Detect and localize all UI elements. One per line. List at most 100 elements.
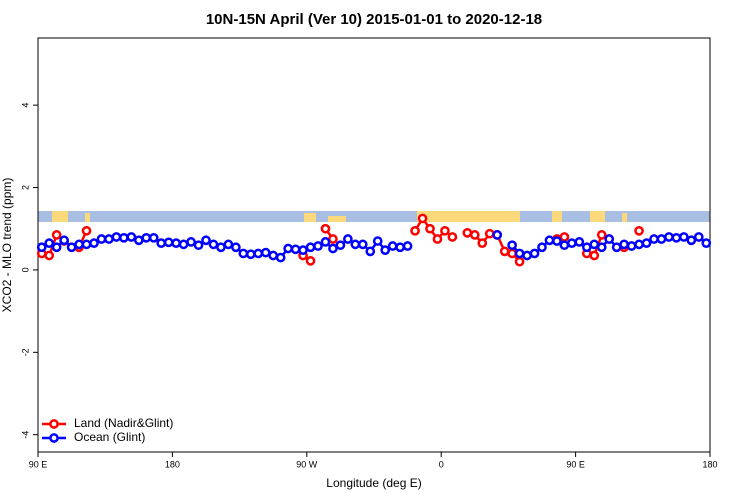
data-point <box>208 239 219 250</box>
x-tick-label: 180 <box>165 459 180 469</box>
data-point <box>81 239 92 250</box>
data-point <box>693 232 704 242</box>
data-point <box>350 239 361 250</box>
data-point <box>567 238 577 248</box>
data-point <box>417 213 428 224</box>
data-point <box>574 237 585 247</box>
data-point <box>96 234 107 244</box>
data-point <box>469 230 480 240</box>
data-point <box>604 234 615 244</box>
data-point <box>66 242 77 253</box>
data-point <box>298 245 308 255</box>
data-point <box>328 243 338 254</box>
data-point <box>679 232 689 242</box>
data-point <box>51 242 62 253</box>
data-point <box>552 236 562 246</box>
y-tick-label: 4 <box>20 103 30 108</box>
data-point <box>559 232 570 242</box>
data-point <box>589 239 600 250</box>
data-point <box>74 239 84 250</box>
data-point <box>156 238 167 248</box>
data-point <box>507 248 517 259</box>
data-point <box>641 238 652 248</box>
x-tick-label: 90 E <box>29 459 48 469</box>
x-tick-label: 180 <box>702 459 717 469</box>
data-point <box>89 238 99 248</box>
data-point <box>59 235 69 246</box>
data-point <box>104 234 114 244</box>
data-point <box>559 240 570 251</box>
data-point <box>581 242 592 253</box>
data-point <box>178 239 189 250</box>
data-point <box>305 242 316 253</box>
data-point <box>268 250 279 261</box>
data-point <box>440 225 450 236</box>
data-point <box>260 247 271 258</box>
y-axis-label: XCO2 - MLO trend (ppm) <box>0 178 14 313</box>
data-point <box>656 234 667 244</box>
data-point <box>372 236 383 246</box>
data-point <box>201 235 211 246</box>
data-point <box>305 256 316 266</box>
data-point <box>44 238 55 248</box>
data-point <box>141 232 152 243</box>
data-point <box>410 225 420 236</box>
data-point <box>44 250 55 261</box>
data-point <box>275 252 286 263</box>
data-point <box>238 248 249 259</box>
data-point <box>462 227 473 238</box>
data-point <box>231 242 241 253</box>
data-point <box>634 239 644 250</box>
data-point <box>589 250 600 261</box>
data-point <box>290 244 301 255</box>
legend-label: Land (Nadir&Glint) <box>74 416 173 430</box>
data-point <box>119 232 129 243</box>
legend-marker <box>49 433 59 443</box>
data-point <box>223 239 234 250</box>
y-tick-label: -4 <box>20 431 30 439</box>
data-point <box>395 242 405 253</box>
data-point <box>492 230 503 240</box>
data-point <box>544 235 555 246</box>
data-point <box>514 256 525 267</box>
x-tick-label: 0 <box>439 459 444 469</box>
data-point <box>313 241 323 251</box>
data-point <box>447 232 458 242</box>
data-point <box>148 232 159 243</box>
y-tick-label: -2 <box>20 348 30 356</box>
data-point <box>387 241 398 251</box>
data-point <box>51 230 62 240</box>
data-point <box>320 223 331 234</box>
data-point <box>283 243 293 254</box>
data-point <box>701 238 712 248</box>
y-tick-label: 2 <box>20 185 30 190</box>
data-point <box>537 242 547 253</box>
data-point <box>596 242 607 253</box>
x-axis-label: Longitude (deg E) <box>326 476 421 490</box>
data-point <box>514 248 525 259</box>
data-point <box>357 239 368 250</box>
data-point <box>320 237 331 247</box>
data-point <box>216 242 226 253</box>
x-tick-label: 90 E <box>566 459 585 469</box>
data-point <box>253 248 264 259</box>
data-point <box>477 238 488 248</box>
data-point <box>671 232 682 243</box>
data-point <box>499 246 510 257</box>
data-point <box>634 225 644 236</box>
data-point <box>193 240 204 251</box>
data-point <box>343 234 353 244</box>
data-point <box>335 240 346 251</box>
data-point <box>522 250 532 261</box>
legend-marker <box>49 419 59 429</box>
data-point <box>328 234 338 244</box>
data-point <box>133 235 144 246</box>
data-point <box>664 232 674 242</box>
data-point <box>81 225 92 236</box>
data-point <box>686 235 697 246</box>
data-point <box>36 242 47 253</box>
data-point <box>402 241 413 251</box>
data-point <box>163 237 174 248</box>
data-point <box>529 248 540 259</box>
